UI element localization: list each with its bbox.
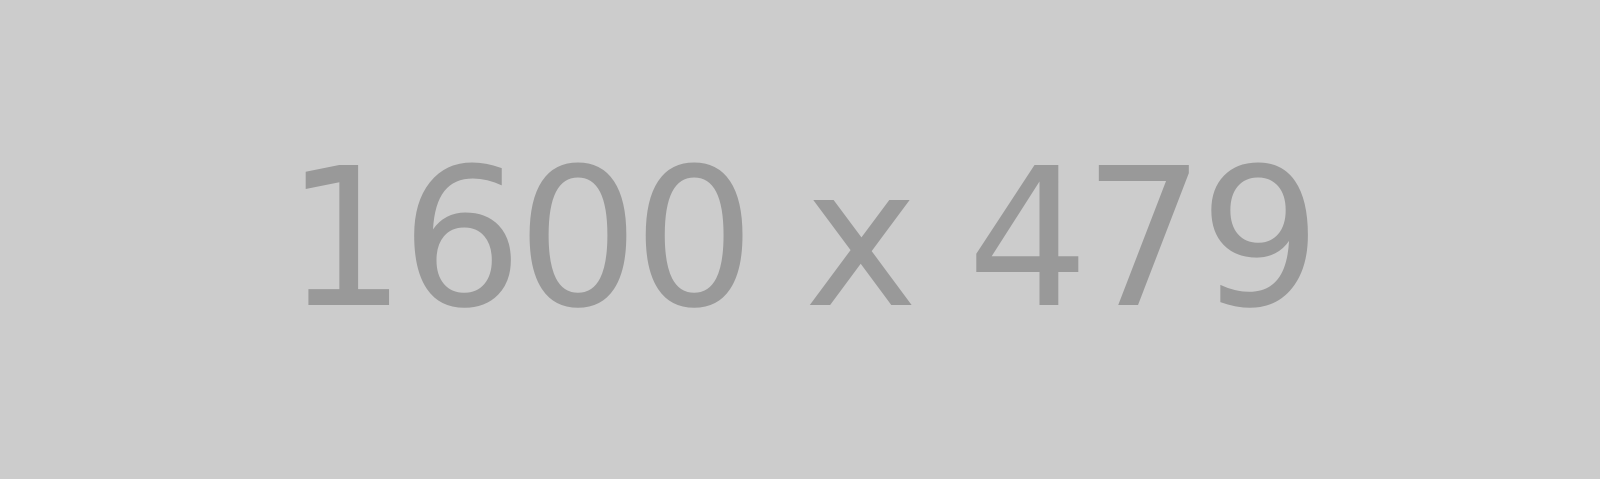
dimensions-label: 1600 x 479 bbox=[284, 127, 1322, 351]
